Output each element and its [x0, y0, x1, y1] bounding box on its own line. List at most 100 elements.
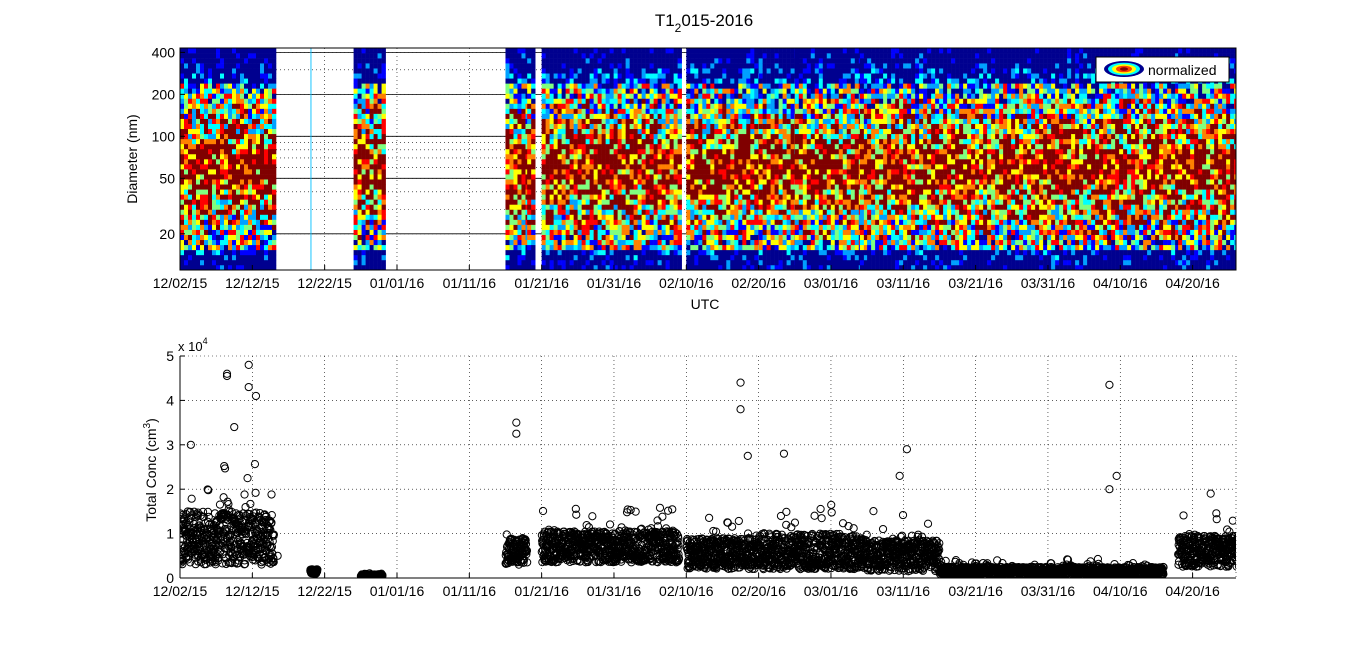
- scatter-x-tick-label: 12/02/15: [153, 583, 208, 599]
- heatmap-x-tick-label: 01/11/16: [443, 275, 497, 291]
- scatter-point: [230, 422, 239, 432]
- scatter-point: [935, 539, 944, 548]
- scatter-point: [273, 551, 282, 560]
- heatmap-y-tick-label: 20: [159, 226, 175, 242]
- scatter-point: [267, 542, 277, 551]
- scatter-point: [1237, 554, 1244, 561]
- scatter-point: [782, 520, 791, 529]
- scatter-y-tick-label: 0: [166, 570, 174, 586]
- chart-title: T12015-2016: [655, 11, 753, 35]
- scatter-point: [776, 511, 786, 521]
- scatter-point: [759, 529, 769, 538]
- scatter-point: [673, 544, 682, 553]
- scatter-point: [869, 507, 878, 516]
- scatter-y-axis-label: Total Conc (cm3): [142, 418, 159, 522]
- scatter-point: [1228, 516, 1236, 525]
- heatmap-x-tick-label: 01/01/16: [370, 275, 425, 291]
- scatter-series-segment: [537, 503, 684, 567]
- heatmap-x-tick-label: 03/01/16: [804, 275, 859, 291]
- scatter-point: [734, 516, 743, 526]
- scatter-point: [188, 525, 197, 534]
- scatter-point: [1237, 540, 1244, 547]
- scatter-point: [269, 557, 278, 567]
- heatmap-y-tick-label: 100: [152, 128, 176, 144]
- heatmap-x-tick-label: 03/31/16: [1021, 275, 1076, 291]
- heatmap-axes-box: [179, 47, 1237, 271]
- scatter-point: [674, 534, 683, 543]
- scatter-point: [1239, 538, 1246, 545]
- scatter-point: [1234, 553, 1236, 560]
- scatter-point: [1233, 536, 1236, 545]
- scatter-point: [243, 474, 252, 483]
- scatter-point: [268, 537, 277, 546]
- scatter-point: [817, 514, 826, 523]
- scatter-point: [1239, 538, 1246, 545]
- scatter-point: [219, 493, 228, 502]
- heatmap-segment: [758, 48, 799, 270]
- scatter-point: [1237, 554, 1244, 561]
- heatmap-segment: [527, 48, 536, 270]
- scatter-y-tick-label: 5: [166, 348, 174, 364]
- heatmap-x-tick-label: 01/21/16: [514, 275, 569, 291]
- heatmap-legend: normalized: [1095, 56, 1230, 83]
- scatter-point: [1234, 563, 1236, 570]
- scatter-point: [827, 508, 836, 517]
- heatmap-x-tick-label: 03/11/16: [877, 275, 931, 291]
- scatter-point: [538, 506, 548, 516]
- heatmap-trace: [310, 48, 312, 270]
- heatmap-segment: [686, 48, 763, 270]
- scatter-point: [736, 405, 745, 414]
- scatter-point: [1233, 544, 1236, 553]
- heatmap-x-tick-label: 12/02/15: [153, 275, 208, 291]
- scatter-point: [844, 522, 853, 531]
- scatter-point: [668, 505, 677, 514]
- scatter-point: [1238, 563, 1245, 570]
- scatter-point: [183, 520, 192, 530]
- scatter-point: [898, 510, 908, 520]
- scatter-point: [1235, 536, 1236, 541]
- scatter-point: [1224, 562, 1233, 571]
- scatter-point: [1237, 547, 1244, 554]
- scatter-point: [1234, 552, 1236, 558]
- scatter-point: [870, 540, 879, 549]
- scatter-point: [1232, 544, 1236, 553]
- scatter-point: [212, 540, 221, 550]
- scatter-series-segment: [754, 500, 872, 574]
- scatter-point: [1235, 564, 1236, 568]
- heatmap-y-tick-label: 400: [152, 44, 176, 60]
- scatter-point: [623, 505, 632, 514]
- heatmap-x-tick-label: 01/31/16: [587, 275, 642, 291]
- scatter-series-segment: [863, 507, 944, 576]
- scatter-point: [240, 490, 249, 499]
- scatter-point: [268, 549, 277, 558]
- scatter-point: [1238, 534, 1245, 541]
- scatter-point: [605, 520, 615, 529]
- scatter-point: [523, 558, 532, 567]
- scatter-series-segment: [180, 459, 278, 569]
- scatter-point: [522, 550, 531, 559]
- scatter-point: [222, 371, 232, 381]
- scatter-y-tick-label: 3: [166, 437, 174, 453]
- scatter-point: [1232, 540, 1236, 549]
- heatmap-x-tick-label: 04/20/16: [1165, 275, 1220, 291]
- scatter-point: [1239, 542, 1246, 549]
- scatter-y-tick-label: 2: [166, 481, 174, 497]
- heatmap-segment: [180, 48, 277, 270]
- scatter-point: [655, 503, 665, 512]
- scatter-point: [240, 559, 250, 569]
- scatter-point: [658, 512, 667, 521]
- scatter-point: [269, 530, 278, 539]
- scatter-point: [519, 558, 528, 567]
- scatter-point: [246, 499, 255, 509]
- scatter-series-segment: [306, 565, 322, 578]
- scatter-point: [186, 440, 195, 449]
- scatter-point: [1112, 471, 1121, 480]
- scatter-point: [1234, 538, 1236, 545]
- scatter-point: [1239, 537, 1246, 544]
- scatter-point: [729, 563, 738, 573]
- scatter-x-tick-label: 04/20/16: [1165, 583, 1220, 599]
- heatmap-x-tick-label: 04/10/16: [1093, 275, 1148, 291]
- scatter-point: [193, 508, 203, 517]
